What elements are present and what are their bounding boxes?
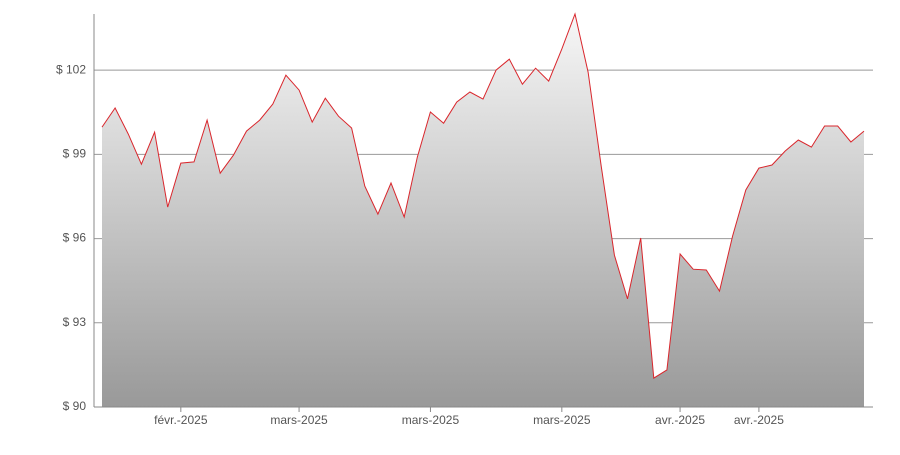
y-tick-label: $ 96: [63, 231, 87, 245]
x-tick-label: avr.-2025: [734, 413, 784, 427]
area-fill: [102, 14, 864, 407]
x-tick-label: mars-2025: [402, 413, 460, 427]
line: [101, 12, 865, 379]
x-tick-label: mars-2025: [533, 413, 591, 427]
x-tick-label: mars-2025: [270, 413, 328, 427]
y-tick-label: $ 99: [63, 147, 87, 161]
y-tick-label: $ 90: [63, 399, 87, 413]
x-tick-label: avr.-2025: [655, 413, 705, 427]
y-tick-label: $ 102: [56, 62, 86, 76]
x-tick-label: févr.-2025: [154, 413, 208, 427]
y-tick-label: $ 93: [63, 315, 87, 329]
